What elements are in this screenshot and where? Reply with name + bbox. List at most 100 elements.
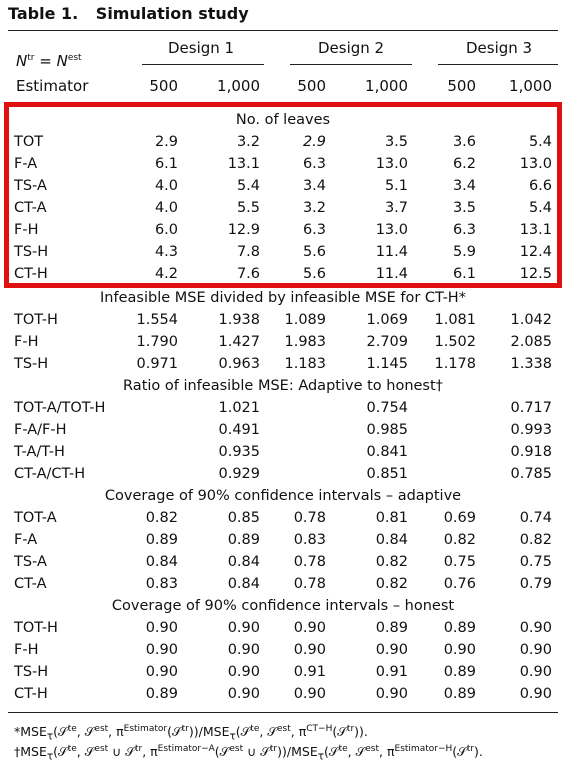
table-cell: 4.0: [154, 200, 178, 216]
table-cell: 6.1: [452, 266, 476, 282]
table-cell: 7.6: [236, 266, 260, 282]
table-cell: 0.90: [293, 686, 326, 702]
table-cell: 0.841: [366, 444, 408, 460]
sample-size-header: 500: [297, 77, 326, 95]
footnote-star: *MSEτ(𝒮te, 𝒮est, πEstimator(𝒮tr))/MSEτ(𝒮…: [14, 724, 368, 743]
table-cell: 1.338: [510, 356, 552, 372]
highlight-box: [4, 102, 562, 288]
table-cell: 1.502: [434, 334, 476, 350]
estimator-label: Estimator: [16, 77, 89, 95]
table-cell: 0.89: [227, 532, 260, 548]
sample-size-header: 1,000: [509, 77, 552, 95]
table-cell: 0.918: [510, 444, 552, 460]
top-rule: [8, 30, 558, 31]
table-cell: 0.90: [293, 642, 326, 658]
table-cell: 5.9: [452, 244, 476, 260]
design-2-header: Design 2: [318, 39, 385, 57]
table-cell: 6.0: [154, 222, 178, 238]
table-cell: 1.089: [284, 312, 326, 328]
table-cell: 6.3: [302, 222, 326, 238]
table-cell: 1.069: [366, 312, 408, 328]
table-cell: 3.5: [384, 134, 408, 150]
table-cell: 0.90: [145, 620, 178, 636]
table-cell: 0.84: [375, 532, 408, 548]
bottom-rule: [8, 712, 558, 713]
row-label: TOT-H: [14, 312, 58, 328]
section-title: Ratio of infeasible MSE: Adaptive to hon…: [123, 378, 443, 394]
table-cell: 12.5: [519, 266, 552, 282]
table-cell: 5.4: [528, 134, 552, 150]
table-cell: 1.554: [136, 312, 178, 328]
table-cell: 0.78: [293, 576, 326, 592]
table-cell: 0.90: [519, 642, 552, 658]
table-cell: 0.82: [519, 532, 552, 548]
table-cell: 0.90: [375, 686, 408, 702]
table-cell: 6.1: [154, 156, 178, 172]
table-cell: 5.6: [302, 244, 326, 260]
table-cell: 4.0: [154, 178, 178, 194]
row-label: TOT-A/TOT-H: [14, 400, 106, 416]
table-cell: 0.491: [218, 422, 260, 438]
table-cell: 0.993: [510, 422, 552, 438]
table-cell: 1.183: [284, 356, 326, 372]
row-label: F-H: [14, 334, 39, 350]
row-label: CT-A: [14, 200, 47, 216]
table-cell: 0.84: [227, 576, 260, 592]
design-1-header: Design 1: [168, 39, 235, 57]
table-cell: 0.90: [519, 620, 552, 636]
table-cell: 5.6: [302, 266, 326, 282]
row-label: TS-A: [14, 554, 47, 570]
table-cell: 3.2: [302, 200, 326, 216]
row-label: F-A: [14, 532, 38, 548]
row-label: TOT-H: [14, 620, 58, 636]
sample-size-header: 500: [149, 77, 178, 95]
table-cell: 0.89: [443, 664, 476, 680]
table-cell: 1.021: [218, 400, 260, 416]
table-cell: 0.90: [227, 664, 260, 680]
section-title: Coverage of 90% confidence intervals – a…: [104, 488, 462, 504]
table-cell: 0.82: [375, 576, 408, 592]
table-cell: 0.754: [366, 400, 408, 416]
table-cell: 0.851: [366, 466, 408, 482]
table-cell: 5.1: [384, 178, 408, 194]
table-cell: 3.4: [302, 178, 326, 194]
row-label: TS-H: [14, 664, 49, 680]
sample-size-header: 1,000: [365, 77, 408, 95]
table-cell: 1.145: [366, 356, 408, 372]
table-cell: 0.91: [375, 664, 408, 680]
table-cell: 0.89: [145, 686, 178, 702]
table-cell: 0.84: [145, 554, 178, 570]
table-cell: 0.85: [227, 510, 260, 526]
table-cell: 3.6: [452, 134, 476, 150]
table-cell: 0.74: [519, 510, 552, 526]
table-cell: 6.6: [528, 178, 552, 194]
table-cell: 0.83: [293, 532, 326, 548]
table-cell: 0.90: [145, 642, 178, 658]
table-cell: 0.717: [510, 400, 552, 416]
table-title: Table 1. Simulation study: [8, 4, 249, 23]
table-cell: 4.2: [154, 266, 178, 282]
table-cell: 0.82: [375, 554, 408, 570]
table-cell: 11.4: [375, 244, 408, 260]
row-label: CT-H: [14, 266, 48, 282]
row-label: TS-H: [14, 356, 49, 372]
table-cell: 1.042: [510, 312, 552, 328]
table-cell: 0.963: [218, 356, 260, 372]
table-cell: 0.81: [375, 510, 408, 526]
sample-size-header: 500: [447, 77, 476, 95]
table-cell: 0.90: [519, 664, 552, 680]
design-3-header: Design 3: [466, 39, 533, 57]
table-cell: 0.89: [443, 620, 476, 636]
table-cell: 6.3: [452, 222, 476, 238]
design-3-underline: [438, 64, 558, 65]
table-cell: 12.9: [227, 222, 260, 238]
table-cell: 5.4: [528, 200, 552, 216]
table-cell: 3.5: [452, 200, 476, 216]
table-cell: 0.84: [227, 554, 260, 570]
table-cell: 0.82: [443, 532, 476, 548]
row-label: T-A/T-H: [14, 444, 65, 460]
row-label: TOT: [14, 134, 44, 150]
row-label: F-H: [14, 642, 39, 658]
row-label: F-A/F-H: [14, 422, 67, 438]
table-cell: 0.985: [366, 422, 408, 438]
